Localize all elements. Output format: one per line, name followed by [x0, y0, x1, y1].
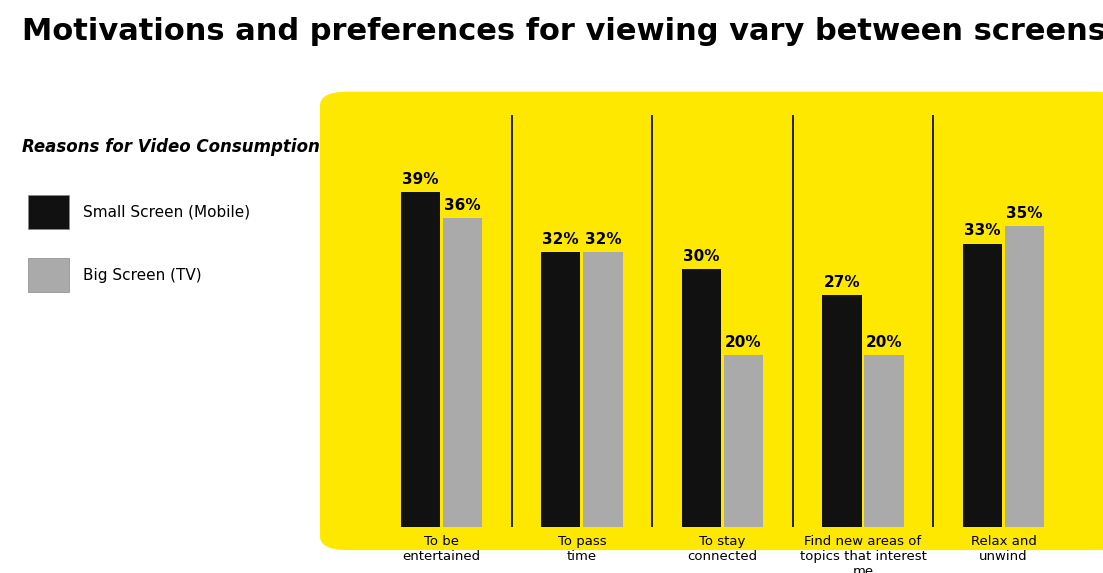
Text: 32%: 32%	[585, 232, 621, 247]
Text: 33%: 33%	[964, 223, 1000, 238]
Text: 39%: 39%	[401, 172, 439, 187]
Text: Reasons for Video Consumption: Reasons for Video Consumption	[22, 138, 320, 155]
Bar	[542, 252, 580, 527]
Text: Motivations and preferences for viewing vary between screens: Motivations and preferences for viewing …	[22, 17, 1103, 46]
Bar	[682, 269, 721, 527]
Bar	[963, 244, 1003, 527]
Bar	[1005, 226, 1045, 527]
Text: Small Screen (Mobile): Small Screen (Mobile)	[83, 205, 250, 219]
Bar	[583, 252, 623, 527]
Text: 20%: 20%	[866, 335, 902, 350]
Text: 36%: 36%	[445, 198, 481, 213]
Text: 20%: 20%	[726, 335, 762, 350]
Bar	[442, 218, 482, 527]
Bar	[724, 355, 763, 527]
Text: 30%: 30%	[683, 249, 719, 264]
Text: 35%: 35%	[1006, 206, 1043, 221]
Bar	[865, 355, 903, 527]
Text: 27%: 27%	[824, 275, 860, 290]
Bar	[400, 192, 440, 527]
Text: Big Screen (TV): Big Screen (TV)	[83, 268, 202, 282]
Bar	[822, 295, 861, 527]
Text: 32%: 32%	[543, 232, 579, 247]
